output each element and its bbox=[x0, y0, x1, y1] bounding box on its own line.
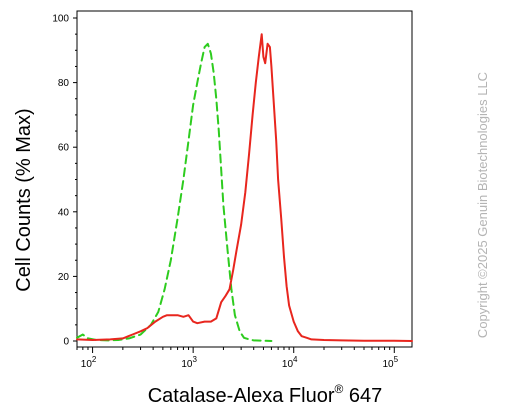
y-axis: 0 20 40 60 80 100 bbox=[52, 14, 77, 348]
y-tick-label-100: 100 bbox=[52, 14, 69, 25]
x-tick-label-3: 103 bbox=[181, 355, 197, 370]
x-axis-title-registered: ® bbox=[334, 382, 343, 396]
x-tick-label-4: 104 bbox=[282, 355, 298, 370]
y-tick-label-0: 0 bbox=[63, 337, 69, 348]
series-line-1 bbox=[76, 33, 413, 342]
plot-area: 0 20 40 60 80 100 102 103 104 105 bbox=[52, 10, 413, 370]
x-axis: 102 103 104 105 bbox=[76, 347, 399, 370]
x-tick-label-5: 105 bbox=[383, 355, 399, 370]
series-line-0 bbox=[76, 42, 273, 342]
y-tick-label-60: 60 bbox=[58, 143, 70, 154]
y-tick-label-80: 80 bbox=[58, 78, 70, 89]
x-axis-title: Catalase-Alexa Fluor® 647 bbox=[148, 382, 383, 407]
x-axis-title-suffix: 647 bbox=[343, 385, 382, 407]
x-tick-label-2: 102 bbox=[81, 355, 97, 370]
x-axis-title-main: Catalase-Alexa Fluor bbox=[148, 385, 335, 407]
series-layer bbox=[76, 33, 413, 342]
copyright-watermark: Copyright ©2025 Genuin Biotechnologies L… bbox=[475, 72, 490, 338]
y-tick-label-20: 20 bbox=[58, 272, 70, 283]
y-axis-title: Cell Counts (% Max) bbox=[13, 108, 35, 291]
plot-frame bbox=[76, 10, 413, 348]
y-tick-label-40: 40 bbox=[58, 207, 70, 218]
